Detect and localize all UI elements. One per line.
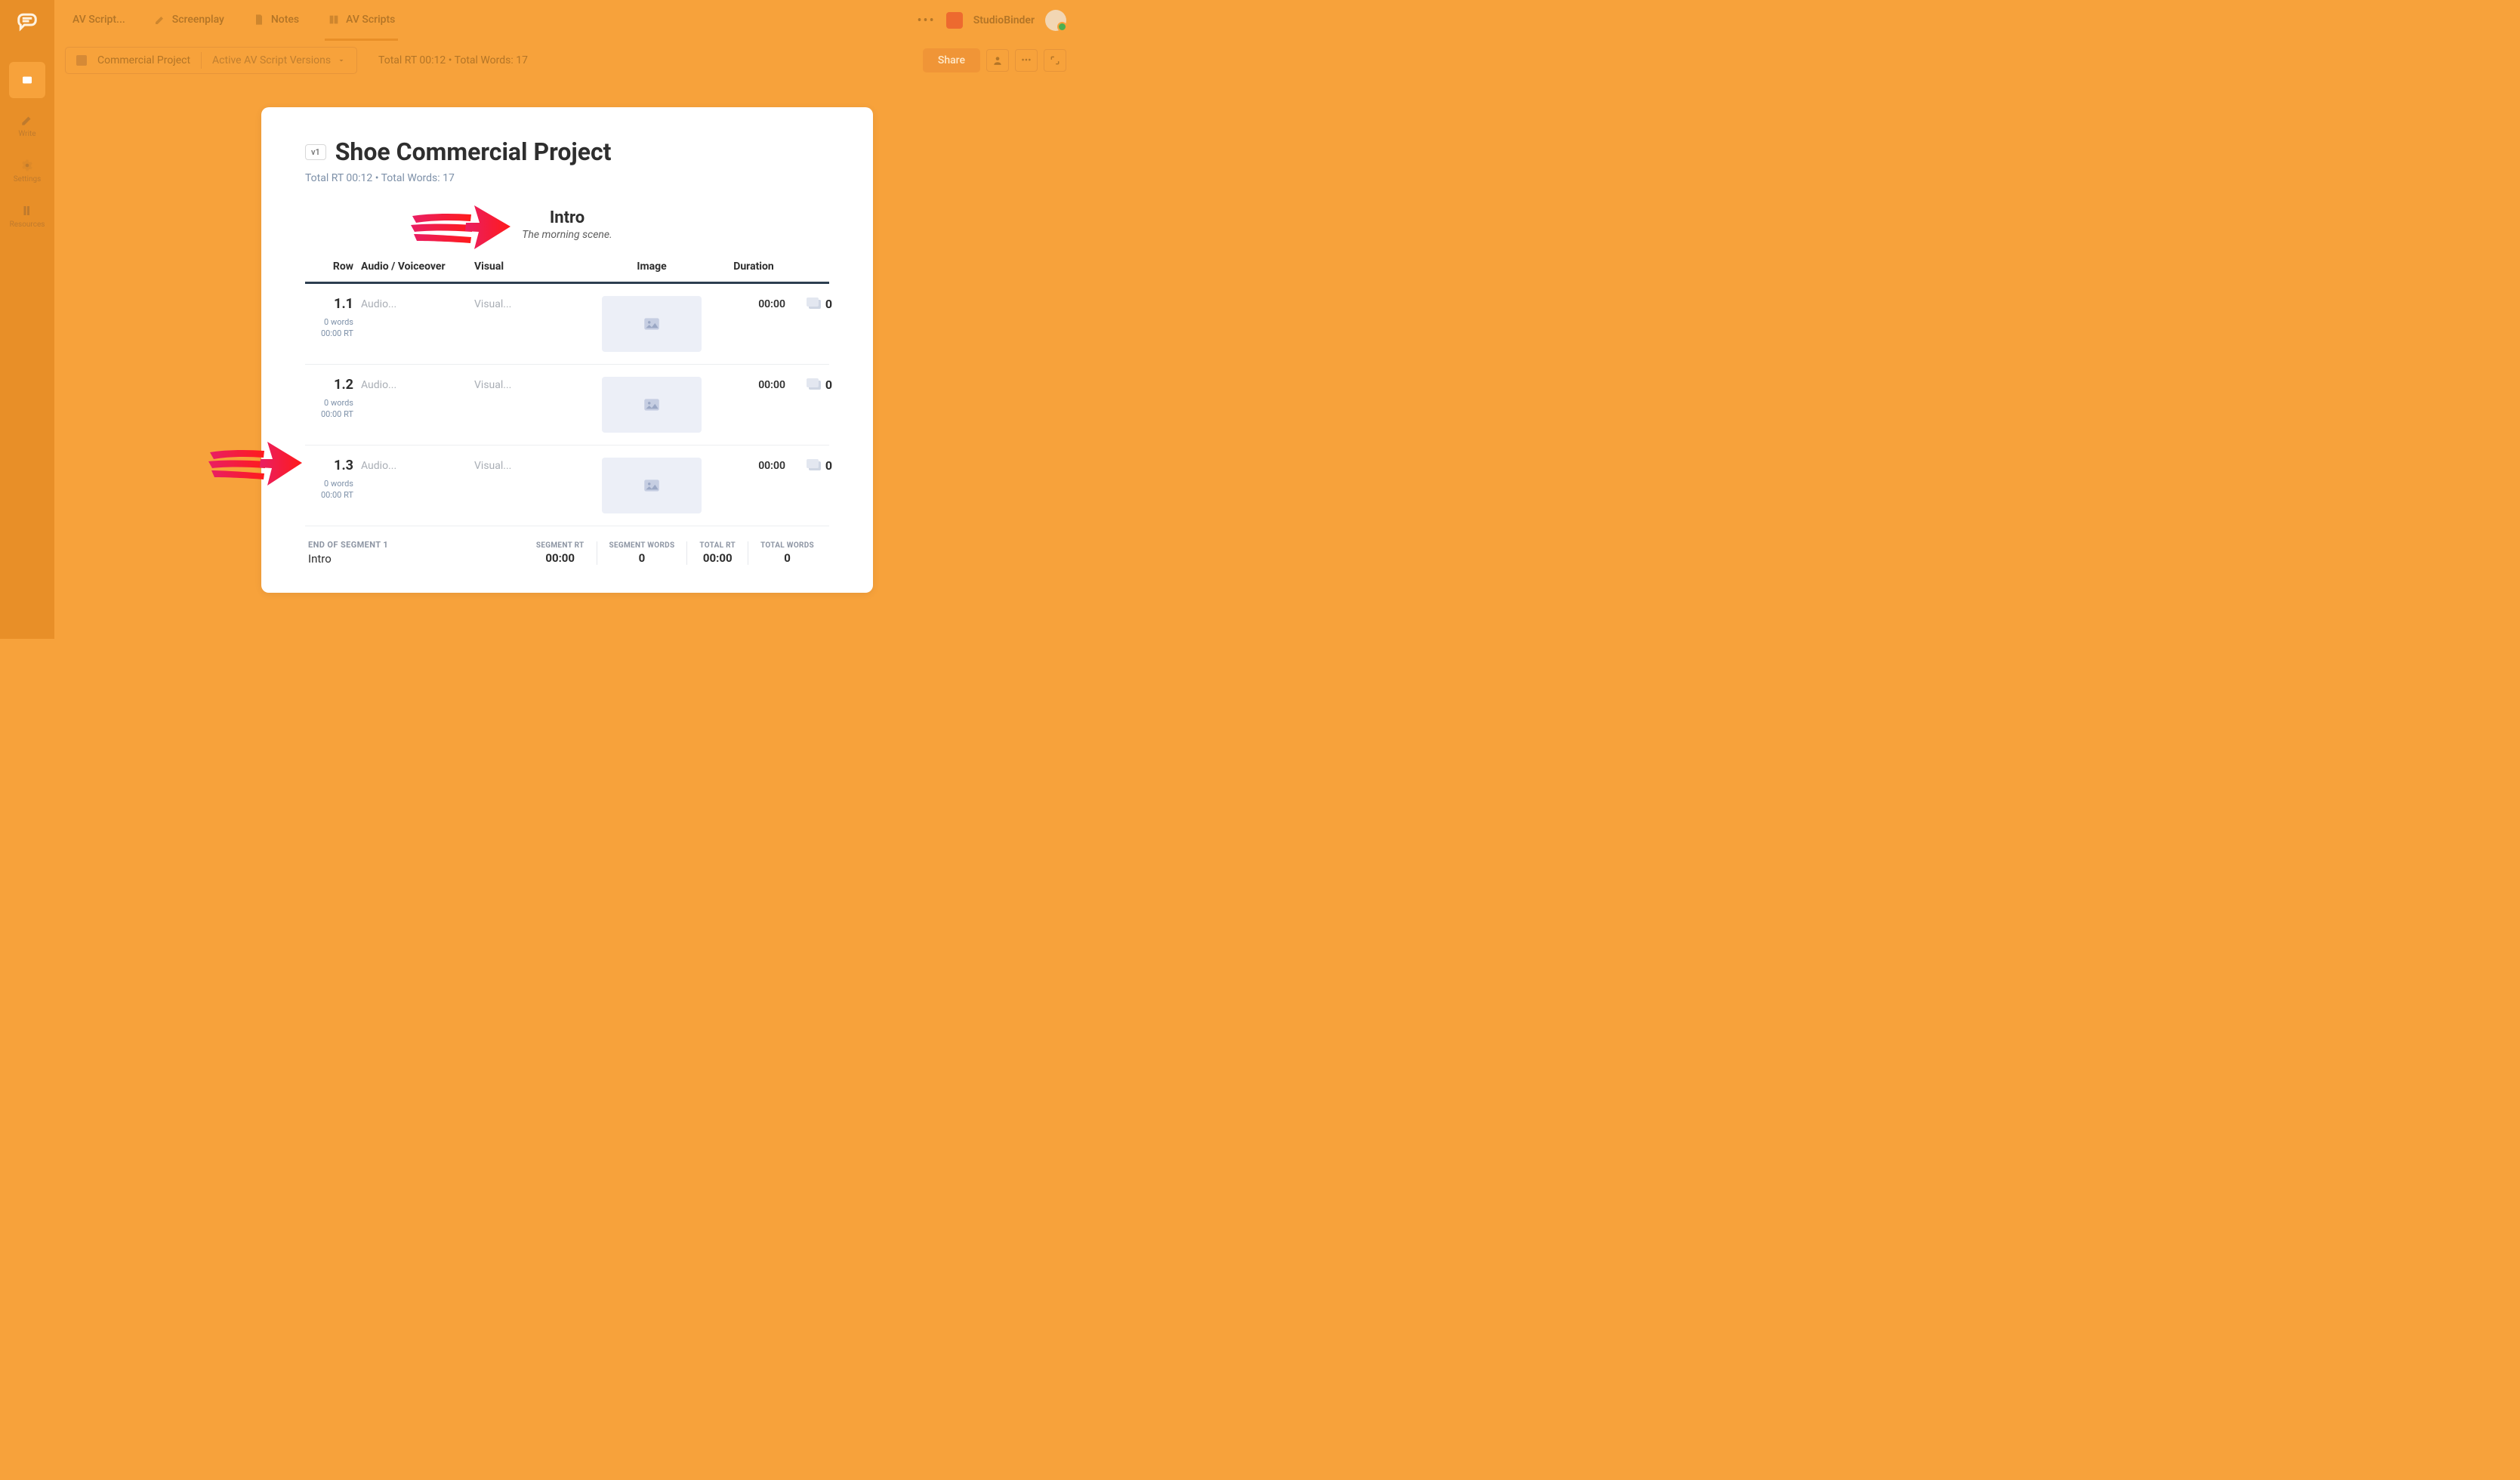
duration-cell: 00:00 [716, 458, 791, 472]
table-row[interactable]: 1.10 words00:00 RTAudio...Visual... 00:00… [305, 284, 829, 365]
document-title: Shoe Commercial Project [335, 137, 612, 166]
audio-cell[interactable]: Audio... [361, 296, 474, 310]
section-subtitle[interactable]: The morning scene. [305, 229, 829, 241]
rail-item-resources[interactable]: Resources [9, 198, 45, 234]
storyboard-icon [809, 300, 821, 309]
audio-cell[interactable]: Audio... [361, 377, 474, 391]
secondary-stats: Total RT 00:12 • Total Words: 17 [378, 54, 528, 66]
rail-item-active[interactable] [9, 62, 45, 98]
av-table: Row Audio / Voiceover Visual Image Durat… [305, 261, 829, 526]
secondary-bar: Commercial Project Active AV Script Vers… [54, 41, 1087, 80]
image-placeholder-icon [602, 377, 702, 433]
table-row[interactable]: 1.20 words00:00 RTAudio...Visual... 00:00… [305, 365, 829, 446]
expand-button[interactable] [1044, 49, 1066, 72]
document-icon [253, 14, 265, 26]
visual-cell[interactable]: Visual... [474, 296, 588, 310]
version-dropdown[interactable]: Active AV Script Versions [212, 54, 346, 66]
tab-label: AV Script... [72, 14, 125, 26]
tab-label: Notes [271, 14, 299, 26]
avatar[interactable] [1045, 10, 1066, 31]
rail-item-write[interactable]: Write [9, 107, 45, 143]
segment-stat: SEGMENT WORDS0 [597, 541, 687, 565]
tab-screenplay[interactable]: Screenplay [151, 1, 227, 41]
table-header: Row Audio / Voiceover Visual Image Durat… [305, 261, 829, 284]
version-dropdown-label: Active AV Script Versions [212, 54, 331, 66]
duration-cell: 00:00 [716, 377, 791, 391]
col-header-visual: Visual [474, 261, 588, 273]
duration-cell: 00:00 [716, 296, 791, 310]
image-cell[interactable] [588, 296, 716, 352]
project-icon [76, 55, 87, 66]
row-number: 1.20 words00:00 RT [308, 377, 361, 421]
tab-av-scripts[interactable]: AV Scripts [325, 1, 398, 41]
image-cell[interactable] [588, 377, 716, 433]
tab-av-script[interactable]: AV Script... [69, 1, 128, 41]
brand-badge-icon [946, 12, 963, 29]
brand-logo-icon[interactable] [12, 6, 42, 36]
tab-notes[interactable]: Notes [250, 1, 302, 41]
share-button[interactable]: Share [923, 48, 980, 72]
row-number: 1.30 words00:00 RT [308, 458, 361, 501]
storyboard-count[interactable]: 0 [791, 296, 832, 311]
storyboard-icon [809, 461, 821, 470]
top-nav: AV Script... Screenplay Notes AV Scripts… [54, 0, 1087, 41]
rail-label: Write [18, 130, 35, 138]
rail-item-settings[interactable]: Settings [9, 153, 45, 189]
chevron-down-icon [337, 56, 346, 65]
tab-label: Screenplay [172, 14, 224, 26]
segment-end-name: Intro [308, 552, 524, 566]
row-number: 1.10 words00:00 RT [308, 296, 361, 340]
rail-label: Resources [10, 220, 45, 229]
segment-footer: END OF SEGMENT 1 Intro SEGMENT RT00:00SE… [305, 526, 829, 566]
section-head: Intro The morning scene. [305, 208, 829, 241]
col-header-audio: Audio / Voiceover [361, 261, 474, 273]
col-header-duration: Duration [716, 261, 791, 273]
table-row[interactable]: 1.30 words00:00 RTAudio...Visual... 00:00… [305, 446, 829, 526]
storyboard-icon [809, 381, 821, 390]
col-header-row: Row [308, 261, 361, 273]
left-rail: Write Settings Resources [0, 0, 54, 639]
segment-stat: TOTAL WORDS0 [748, 541, 826, 565]
col-header-image: Image [588, 261, 716, 273]
storyboard-count[interactable]: 0 [791, 458, 832, 473]
section-title[interactable]: Intro [305, 208, 829, 227]
segment-stat: TOTAL RT00:00 [686, 541, 748, 565]
version-badge: v1 [305, 144, 326, 160]
storyboard-count[interactable]: 0 [791, 377, 832, 392]
tab-label: AV Scripts [346, 14, 395, 26]
segment-stat: SEGMENT RT00:00 [524, 541, 597, 565]
more-icon[interactable]: ••• [917, 13, 935, 29]
visual-cell[interactable]: Visual... [474, 377, 588, 391]
user-icon-button[interactable] [986, 49, 1009, 72]
more-options-button[interactable]: ••• [1015, 49, 1038, 72]
document-stats: Total RT 00:12 • Total Words: 17 [305, 172, 829, 184]
rail-label: Settings [14, 175, 42, 183]
breadcrumb[interactable]: Commercial Project [97, 54, 190, 66]
image-placeholder-icon [602, 458, 702, 513]
segment-end-label: END OF SEGMENT 1 [308, 540, 524, 550]
nav-tabs: AV Script... Screenplay Notes AV Scripts [69, 1, 398, 41]
audio-cell[interactable]: Audio... [361, 458, 474, 472]
pencil-icon [154, 14, 166, 26]
top-right: ••• StudioBinder [917, 10, 1066, 31]
brand-name[interactable]: StudioBinder [973, 14, 1035, 26]
breadcrumb-group: Commercial Project Active AV Script Vers… [65, 47, 357, 74]
document-card: v1 Shoe Commercial Project Total RT 00:1… [261, 107, 873, 593]
visual-cell[interactable]: Visual... [474, 458, 588, 472]
image-cell[interactable] [588, 458, 716, 513]
image-placeholder-icon [602, 296, 702, 352]
columns-icon [328, 14, 340, 26]
